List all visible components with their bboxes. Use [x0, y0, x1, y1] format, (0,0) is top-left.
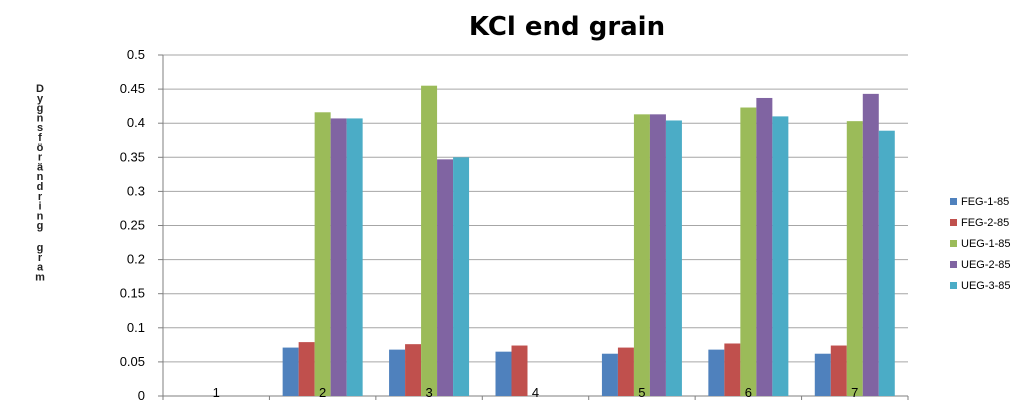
- bar-UEG-1-85-5: [633, 114, 650, 397]
- legend-swatch: [950, 261, 957, 268]
- y-tick-label: 0.4: [127, 115, 145, 130]
- chart-title: KCl end grain: [469, 12, 665, 42]
- bar-UEG-2-85-3: [437, 159, 454, 396]
- legend-swatch: [950, 198, 957, 205]
- y-axis-label-char: g: [37, 242, 44, 254]
- y-axis-label-char: a: [37, 262, 44, 274]
- y-axis-label-char: g: [37, 103, 44, 115]
- y-tick-label: 0.1: [127, 320, 145, 335]
- bar-UEG-2-85-5: [649, 114, 666, 397]
- y-axis-label-char: D: [36, 83, 44, 95]
- y-axis-label-char: d: [37, 181, 44, 193]
- bar-UEG-3-85-5: [665, 120, 682, 397]
- x-tick-label: 5: [638, 385, 645, 400]
- bar-UEG-1-85-3: [421, 85, 438, 396]
- legend-swatch: [950, 282, 957, 289]
- x-tick-labels: 1 2 3 4 5 6 7: [213, 385, 859, 400]
- x-tick-label: 1: [213, 385, 220, 400]
- legend-label: UEG-1-85: [961, 238, 1011, 250]
- y-axis-label-char: g: [37, 220, 44, 232]
- y-axis-label-char: r: [38, 191, 43, 203]
- y-axis-label-char: r: [38, 252, 43, 264]
- x-tick-label: 6: [745, 385, 752, 400]
- y-tick-label: 0.35: [120, 149, 145, 164]
- y-axis-label-char: y: [37, 93, 44, 105]
- y-tick-label: 0.5: [127, 47, 145, 62]
- legend-label: FEG-1-85: [961, 196, 1009, 208]
- bars: [282, 85, 895, 397]
- legend-swatch: [950, 240, 957, 247]
- y-tick-label: 0: [138, 388, 145, 400]
- bar-UEG-3-85-7: [878, 130, 895, 396]
- y-tick-labels: 0 0.05 0.1 0.15 0.2 0.25 0.3 0.35 0.4 0.45 0.5: [120, 47, 145, 400]
- y-axis-label-char: r: [38, 152, 43, 164]
- x-tick-label: 2: [319, 385, 326, 400]
- y-axis-label-char: f: [38, 132, 42, 144]
- bar-UEG-1-85-7: [846, 121, 863, 397]
- y-axis-label-char: n: [37, 171, 44, 183]
- bar-UEG-3-85-6: [772, 116, 789, 396]
- y-axis-label-char: ö: [37, 142, 44, 154]
- bar-UEG-2-85-7: [862, 93, 879, 397]
- grid: [158, 54, 909, 400]
- y-axis-label-char: ä: [37, 161, 44, 173]
- y-tick-label: 0.45: [120, 81, 145, 96]
- bar-UEG-3-85-2: [346, 118, 363, 397]
- y-tick-label: 0.3: [127, 183, 145, 198]
- y-tick-label: 0.25: [120, 218, 145, 233]
- y-tick-label: 0.05: [120, 354, 145, 369]
- x-tick-label: 7: [851, 385, 858, 400]
- y-axis-label-char: n: [37, 210, 44, 222]
- bar-FEG-2-85-5: [617, 347, 634, 396]
- bar-FEG-2-85-6: [724, 343, 741, 396]
- bar-FEG-2-85-7: [830, 345, 847, 396]
- bar-FEG-1-85-3: [389, 349, 406, 396]
- bar-FEG-2-85-4: [511, 345, 528, 396]
- legend: FEG-1-85 FEG-2-85 UEG-1-85 UEG-2-85 UEG-3-85: [950, 196, 1011, 292]
- bar-FEG-1-85-4: [495, 351, 512, 396]
- y-tick-label: 0.15: [120, 286, 145, 301]
- x-tick-label: 3: [425, 385, 432, 400]
- bar-FEG-1-85-6: [708, 349, 725, 396]
- bar-UEG-3-85-3: [453, 157, 470, 396]
- y-axis-label-char: i: [38, 201, 41, 213]
- legend-label: UEG-3-85: [961, 280, 1011, 292]
- y-axis-label-char: m: [35, 271, 45, 283]
- legend-label: FEG-2-85: [961, 217, 1009, 229]
- bar-UEG-1-85-6: [740, 107, 757, 396]
- x-tick-label: 4: [532, 385, 539, 400]
- y-tick-label: 0.2: [127, 252, 145, 267]
- y-axis-label-char: n: [37, 112, 44, 124]
- legend-label: UEG-2-85: [961, 259, 1011, 271]
- bar-FEG-1-85-7: [814, 353, 831, 396]
- legend-swatch: [950, 219, 957, 226]
- bar-FEG-1-85-5: [601, 353, 618, 396]
- bar-UEG-1-85-2: [314, 112, 331, 397]
- bar-FEG-2-85-2: [298, 342, 315, 396]
- bar-FEG-1-85-2: [282, 347, 299, 396]
- bar-FEG-2-85-3: [405, 344, 422, 396]
- bar-UEG-2-85-6: [756, 97, 773, 396]
- y-axis-label-char: s: [37, 122, 43, 134]
- bar-UEG-2-85-2: [330, 118, 347, 397]
